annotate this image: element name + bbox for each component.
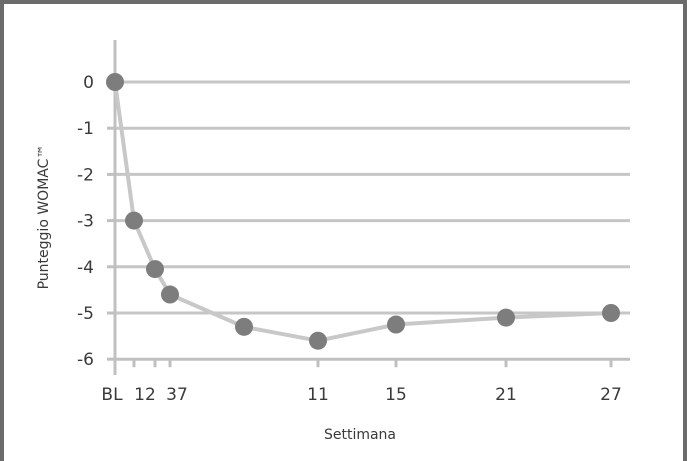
data-point [161,285,179,304]
y-tick-label: -3 [77,212,94,232]
y-tick-label: -6 [77,350,94,370]
x-tick-label: 11 [307,385,329,405]
x-tick-label: 12 [134,385,156,405]
x-tick-label: 15 [385,385,407,405]
axes [107,40,630,375]
grid-lines [115,80,630,315]
y-tick-label: -5 [77,304,94,324]
y-tick-labels: 0 -1 -2 -3 -4 -5 -6 [77,73,94,370]
y-tick-label: -1 [77,119,94,139]
data-point [106,73,124,91]
y-tick-label: -2 [77,165,94,185]
x-tick-label: 37 [166,385,188,405]
x-tick-label: 27 [600,385,622,405]
data-point [387,315,405,334]
y-tick-label: 0 [83,73,94,93]
x-tick-labels: BL 12 37 11 15 21 27 [101,385,621,405]
x-tick-label: 21 [495,385,517,405]
data-point [497,308,515,327]
x-axis-title: Settimana [324,427,396,443]
data-point [125,211,143,230]
data-point [602,304,620,322]
x-tick-label: BL [101,385,123,405]
data-point [309,331,327,350]
data-point [235,317,253,336]
series-line [113,81,612,343]
y-tick-label: -4 [77,258,94,278]
data-point [146,260,164,279]
y-axis-title: Punteggio WOMAC™ [36,145,52,290]
series [106,73,620,350]
